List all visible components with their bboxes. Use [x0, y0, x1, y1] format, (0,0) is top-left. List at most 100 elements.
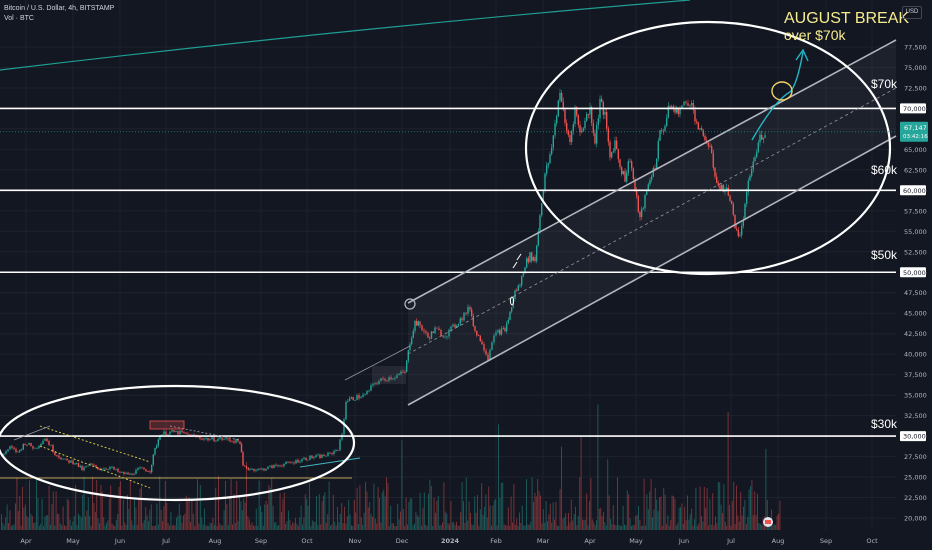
- candle-body: [101, 469, 103, 471]
- volume-bar: [247, 516, 249, 530]
- volume-bar: [492, 505, 494, 530]
- candle-body: [586, 114, 588, 121]
- candle-body: [327, 452, 329, 456]
- volume-bar: [762, 518, 764, 530]
- volume-bar: [503, 524, 505, 530]
- volume-bar: [176, 517, 177, 530]
- price-tick-label: 42,500: [904, 330, 927, 338]
- price-tick-label: 52,500: [904, 248, 927, 256]
- volume-bar: [219, 523, 221, 530]
- volume-bar: [520, 523, 522, 530]
- time-tick-label: 2024: [441, 537, 460, 545]
- candle-body: [362, 394, 364, 398]
- volume-bar: [545, 501, 547, 530]
- volume-bar: [330, 525, 331, 530]
- volume-bar: [451, 522, 453, 530]
- candle-body: [329, 452, 331, 454]
- volume-indicator-label[interactable]: Vol · BTC: [4, 15, 34, 22]
- volume-bar: [101, 491, 103, 530]
- candle-body: [317, 454, 319, 456]
- candle-body: [149, 471, 151, 473]
- candle-body: [541, 203, 543, 216]
- volume-bar: [339, 513, 341, 530]
- volume-bar: [57, 513, 58, 530]
- volume-bar: [36, 479, 37, 530]
- volume-bar: [773, 524, 775, 530]
- candle-body: [215, 440, 217, 442]
- volume-bar: [233, 494, 235, 530]
- candle-body: [285, 461, 287, 464]
- volume-bar: [541, 523, 543, 530]
- candle-body: [632, 168, 634, 180]
- volume-bar: [352, 525, 354, 530]
- candle-body: [22, 444, 24, 450]
- volume-bar: [338, 522, 340, 530]
- candle-body: [291, 462, 293, 464]
- volume-bar: [332, 494, 334, 530]
- candle-body: [467, 306, 469, 314]
- candle-body: [644, 195, 646, 209]
- candle-body: [597, 118, 599, 126]
- candle-body: [489, 349, 491, 360]
- channel-upper: [407, 39, 897, 304]
- arrow-head: [795, 48, 809, 62]
- candle-body: [639, 211, 641, 217]
- candle-body: [151, 464, 153, 473]
- volume-bar: [688, 519, 690, 530]
- volume-bar: [426, 526, 428, 530]
- price-tick-label: 25,000: [904, 474, 927, 482]
- candle-body: [664, 126, 666, 131]
- candle-body: [113, 466, 115, 470]
- candle-body: [711, 146, 713, 153]
- volume-bar: [709, 499, 711, 530]
- projection-arrow: [751, 51, 804, 141]
- candle-body: [677, 107, 679, 115]
- level-annotation: $30k: [871, 417, 898, 431]
- volume-bar: [76, 525, 78, 530]
- volume-bar: [442, 522, 443, 530]
- volume-bar: [650, 479, 652, 530]
- candle-body: [579, 125, 581, 133]
- volume-bar: [230, 479, 232, 530]
- candle-body: [527, 258, 529, 262]
- volume-bar: [279, 493, 281, 530]
- volume-bar: [555, 501, 557, 530]
- volume-bar: [513, 484, 515, 530]
- volume-bar: [104, 525, 106, 530]
- volume-bar: [358, 524, 359, 530]
- candle-body: [235, 439, 237, 443]
- volume-bar: [173, 525, 175, 530]
- price-tick-label: 65,000: [904, 146, 927, 154]
- volume-bar: [423, 492, 425, 530]
- volume-bar: [418, 517, 420, 530]
- volume-bar: [89, 516, 91, 530]
- volume-bar: [390, 505, 392, 530]
- volume-bar: [264, 504, 266, 530]
- volume-bar: [16, 477, 18, 530]
- symbol-title[interactable]: Bitcoin / U.S. Dollar, 4h, BITSTAMP: [4, 5, 115, 12]
- candle-body: [350, 397, 353, 399]
- time-axis[interactable]: Apr May Jun Jul Aug Sep Oct Nov Dec 2024 Feb Mar Apr…: [20, 517, 878, 545]
- currency-button[interactable]: USD: [902, 6, 922, 19]
- candle-body: [689, 104, 691, 106]
- candle-body: [529, 252, 531, 262]
- candle-body: [240, 443, 243, 453]
- candle-body: [647, 184, 649, 192]
- volume-bar: [454, 525, 456, 530]
- candle-body: [679, 108, 681, 115]
- candle-body: [133, 474, 135, 475]
- candle-body: [265, 469, 267, 471]
- candle-body: [756, 151, 758, 158]
- volume-bar: [311, 520, 313, 530]
- volume-bar: [596, 520, 597, 530]
- volume-bar: [306, 499, 308, 530]
- volume-bar: [260, 506, 261, 530]
- candle-body: [438, 328, 440, 331]
- price-axis[interactable]: 20,000 22,500 25,000 27,500 30,000 32,500 35,0…: [0, 44, 928, 523]
- candle-body: [205, 438, 207, 439]
- volume-bar: [526, 479, 527, 530]
- volume-bar: [206, 525, 208, 530]
- price-tick-label: 77,500: [904, 44, 927, 52]
- candle-body: [421, 325, 423, 331]
